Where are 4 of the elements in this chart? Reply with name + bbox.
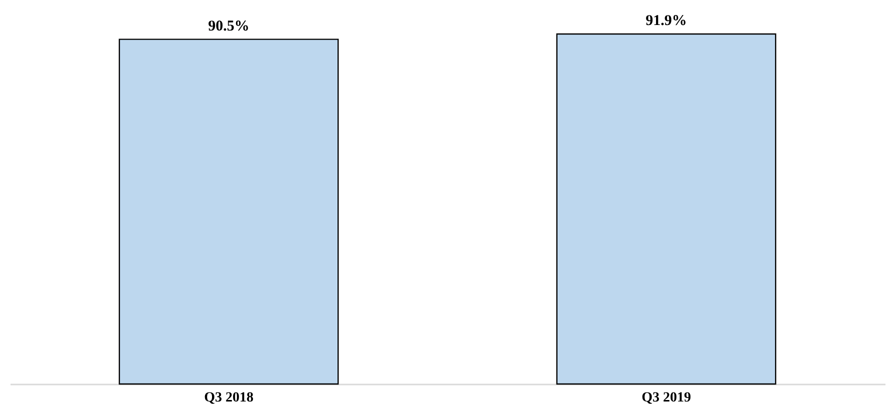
data-label: 91.9% — [646, 13, 687, 29]
data-label: 90.5% — [208, 18, 250, 34]
x-tick-label: Q3 2018 — [204, 390, 254, 404]
x-tick-label: Q3 2019 — [642, 390, 691, 404]
